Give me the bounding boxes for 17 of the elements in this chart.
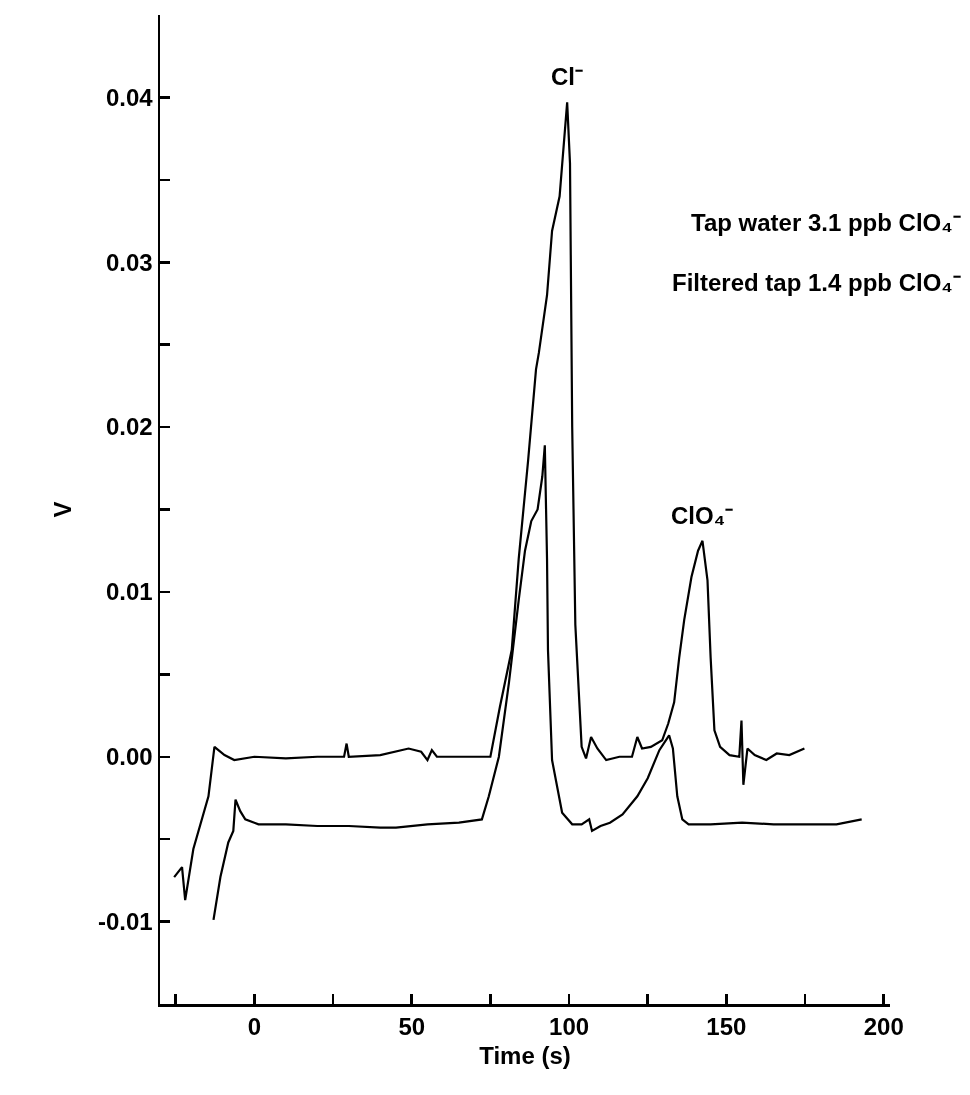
x-tick-label: 200 xyxy=(863,1013,904,1041)
x-tick-label: 0 xyxy=(247,1013,262,1041)
annotation: Cl⁻ xyxy=(551,63,583,90)
x-axis-title: Time (s) xyxy=(479,1041,571,1069)
x-tick-label: 150 xyxy=(706,1013,747,1041)
y-axis-title: V xyxy=(48,501,76,518)
y-tick-label: 0.03 xyxy=(105,248,153,276)
y-tick-label: 0.02 xyxy=(105,413,153,441)
y-tick-label: -0.01 xyxy=(98,907,153,935)
y-tick-label: 0.00 xyxy=(105,743,153,771)
x-tick-label: 50 xyxy=(398,1013,426,1041)
annotation: Tap water 3.1 ppb ClO₄⁻ xyxy=(691,209,961,236)
x-tick-label: 100 xyxy=(549,1013,590,1041)
y-tick-label: 0.04 xyxy=(105,83,154,111)
y-tick-label: 0.01 xyxy=(105,578,153,606)
annotation: Filtered tap 1.4 ppb ClO₄⁻ xyxy=(672,269,961,296)
annotation: ClO₄⁻ xyxy=(671,502,734,529)
